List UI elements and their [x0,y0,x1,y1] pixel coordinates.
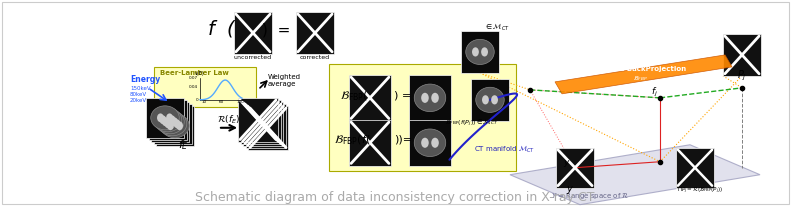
Bar [240,100,281,144]
Text: $Y$ = Range space of $\mathcal{R}$: $Y$ = Range space of $\mathcal{R}$ [551,191,630,201]
Text: )  =: ) = [262,23,290,38]
Ellipse shape [160,115,166,124]
Ellipse shape [176,121,183,130]
Text: uncorrected: uncorrected [234,55,272,60]
Text: 20keV: 20keV [130,98,147,103]
Text: Weighted
average: Weighted average [268,74,301,87]
Text: 150keV: 150keV [130,86,150,91]
Text: 10: 10 [202,100,207,104]
Ellipse shape [414,84,446,112]
Bar [461,31,499,73]
Ellipse shape [472,47,479,56]
Ellipse shape [475,87,504,112]
Ellipse shape [165,119,172,128]
Ellipse shape [481,47,488,56]
Bar [409,120,451,166]
Text: $\mathcal{B}_{FBP}$: $\mathcal{B}_{FBP}$ [633,74,647,83]
Ellipse shape [161,114,189,138]
Ellipse shape [157,114,164,122]
Text: $\Pi P_j=\mathcal{R}(\mathcal{B}_{\mathrm{FBP}}(P_j))$: $\Pi P_j=\mathcal{R}(\mathcal{B}_{\mathr… [677,184,723,195]
Bar [471,79,509,121]
Bar [149,100,187,140]
Ellipse shape [421,93,429,103]
Text: Energy: Energy [130,75,161,84]
Ellipse shape [158,112,187,136]
Bar [723,34,761,76]
Text: $\mathcal{R}(f_E)$: $\mathcal{R}(f_E)$ [218,114,240,126]
Bar [296,12,334,54]
Bar [248,106,288,150]
Text: 100: 100 [237,100,244,104]
Text: 0.04: 0.04 [189,85,198,89]
Bar [151,102,189,142]
Ellipse shape [151,106,180,130]
Ellipse shape [174,119,180,128]
Text: Schematic diagram of data inconsistency correction in X-ray CT: Schematic diagram of data inconsistency … [195,191,595,204]
Polygon shape [555,55,732,94]
Text: $f$  (: $f$ ( [207,19,237,39]
Ellipse shape [414,129,446,157]
Bar [349,120,391,166]
Text: $\mathcal{B}_{\mathrm{FBP}}(f(P_j)) \in \mathcal{M}_{CT}$: $\mathcal{B}_{\mathrm{FBP}}(f(P_j)) \in … [445,117,498,129]
Ellipse shape [167,121,174,130]
Bar [146,98,184,138]
Bar [349,75,391,121]
Ellipse shape [162,117,168,126]
Polygon shape [510,145,760,205]
Text: Filtered BackProjection: Filtered BackProjection [593,66,687,72]
Text: $f_E$: $f_E$ [178,138,188,152]
Ellipse shape [421,138,429,148]
Ellipse shape [171,117,178,126]
Text: $P_j$: $P_j$ [737,68,747,83]
Ellipse shape [431,93,439,103]
Text: v(E): v(E) [195,71,205,76]
Text: CT manifold $\mathcal{M}_{CT}$: CT manifold $\mathcal{M}_{CT}$ [475,144,536,155]
Text: $\in \mathcal{M}_{CT}$: $\in \mathcal{M}_{CT}$ [484,22,510,33]
FancyBboxPatch shape [154,67,256,107]
Ellipse shape [491,95,498,104]
Bar [156,106,194,146]
Text: $y$: $y$ [566,184,574,196]
Bar [234,12,272,54]
Text: $y$: $y$ [563,158,571,169]
Text: ) =: ) = [394,91,411,101]
Text: corrected: corrected [300,55,330,60]
Ellipse shape [482,95,489,104]
Bar [243,102,283,146]
Bar [238,98,278,142]
Text: ))=: ))= [394,135,412,145]
Text: 80keV: 80keV [130,92,147,97]
Ellipse shape [156,110,184,134]
Text: $\mathcal{B}_{\mathrm{FBP}}($: $\mathcal{B}_{\mathrm{FBP}}($ [340,89,369,103]
Text: 0: 0 [195,98,198,102]
Bar [556,148,594,188]
Text: $f_j$: $f_j$ [651,86,658,99]
Ellipse shape [166,114,173,122]
FancyBboxPatch shape [329,64,516,171]
Ellipse shape [431,138,439,148]
Bar [676,148,714,188]
Ellipse shape [466,39,494,64]
Bar [409,75,451,121]
Bar [153,104,191,144]
Text: Beer-Lamber Law: Beer-Lamber Law [160,70,229,76]
Text: $\mathcal{B}_{\mathrm{FBP}}(f($: $\mathcal{B}_{\mathrm{FBP}}(f($ [334,133,371,146]
Bar [245,104,286,148]
Ellipse shape [153,108,182,132]
Text: 60: 60 [219,100,224,104]
Text: 0.07: 0.07 [189,76,198,80]
Ellipse shape [168,115,176,124]
